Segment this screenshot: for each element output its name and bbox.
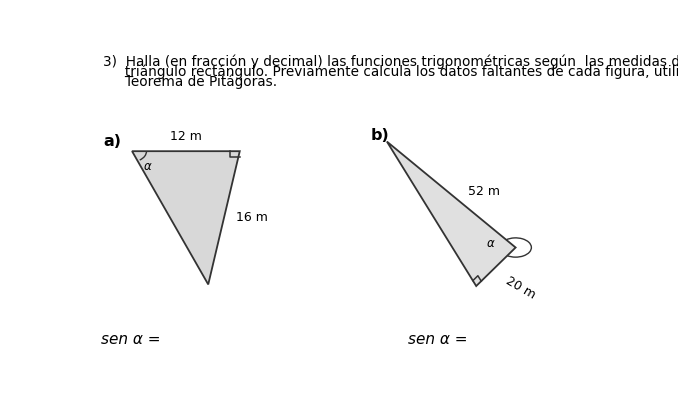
Text: b): b) — [371, 128, 390, 143]
Text: 3)  Halla (en fracción y decimal) las funciones trigonométricas según  las medid: 3) Halla (en fracción y decimal) las fun… — [103, 55, 678, 69]
Text: sen α =: sen α = — [408, 332, 467, 347]
Text: 16 m: 16 m — [235, 211, 267, 224]
Text: Teorema de Pitágoras.: Teorema de Pitágoras. — [103, 74, 277, 89]
Polygon shape — [132, 151, 240, 284]
Text: 52 m: 52 m — [468, 185, 500, 198]
Text: α: α — [487, 237, 494, 250]
Polygon shape — [387, 141, 516, 286]
Text: 20 m: 20 m — [504, 275, 538, 302]
Text: triángulo rectángulo. Previamente calcula los datos faltantes de cada figura, ut: triángulo rectángulo. Previamente calcul… — [103, 65, 678, 79]
Text: sen α =: sen α = — [100, 332, 160, 347]
Text: α: α — [144, 160, 151, 173]
Text: 12 m: 12 m — [170, 130, 202, 143]
Text: a): a) — [103, 134, 121, 149]
